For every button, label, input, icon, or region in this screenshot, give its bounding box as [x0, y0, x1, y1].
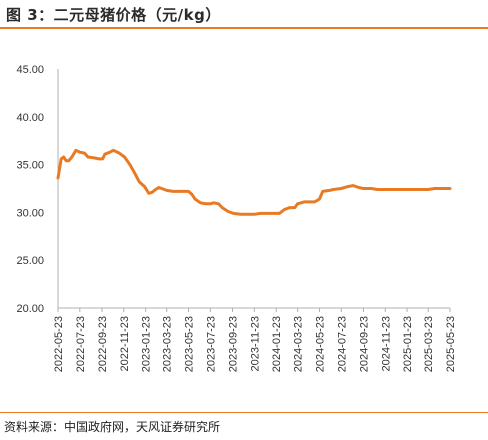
x-tick-label: 2022-11-23	[119, 316, 131, 371]
y-tick-label: 35.00	[16, 160, 44, 172]
y-tick-label: 30.00	[16, 207, 44, 219]
x-tick-label: 2023-01-23	[141, 316, 153, 372]
y-tick-label: 25.00	[16, 255, 44, 267]
y-tick-label: 40.00	[16, 112, 44, 124]
chart-series	[56, 148, 452, 216]
source-divider	[0, 412, 488, 413]
x-tick-label: 2024-01-23	[271, 316, 283, 372]
x-tick-label: 2023-05-23	[184, 316, 196, 372]
x-axis-ticks: 2022-05-23 2022-07-23 2022-09-23 2022-11-23…	[53, 308, 457, 372]
x-tick-label: 2023-03-23	[162, 316, 174, 372]
y-tick-label: 20.00	[16, 303, 44, 315]
x-tick-label: 2024-11-23	[380, 316, 392, 371]
page-title: 图 3：二元母猪价格（元/kg）	[6, 6, 221, 24]
x-tick-label: 2022-07-23	[75, 316, 87, 372]
x-tick-label: 2022-09-23	[97, 316, 109, 372]
y-tick-label: 45.00	[16, 64, 44, 76]
price-series-line	[56, 148, 452, 216]
x-tick-label: 2025-01-23	[402, 316, 414, 372]
x-tick-label: 2022-05-23	[53, 316, 65, 372]
x-tick-label: 2025-05-23	[445, 316, 457, 372]
x-tick-label: 2023-11-23	[249, 316, 261, 371]
x-tick-label: 2024-09-23	[358, 316, 370, 372]
x-tick-label: 2024-03-23	[293, 316, 305, 372]
title-divider	[0, 27, 488, 29]
x-tick-label: 2025-03-23	[423, 316, 435, 372]
x-tick-label: 2024-05-23	[314, 316, 326, 372]
y-axis-ticks: 20.00 25.00 30.00 35.00 40.00 45.00	[16, 64, 44, 315]
x-tick-label: 2024-07-23	[336, 316, 348, 372]
source-note: 资料来源：中国政府网，天风证券研究所	[4, 420, 221, 434]
x-tick-label: 2023-07-23	[205, 316, 217, 372]
x-tick-label: 2023-09-23	[228, 316, 240, 372]
